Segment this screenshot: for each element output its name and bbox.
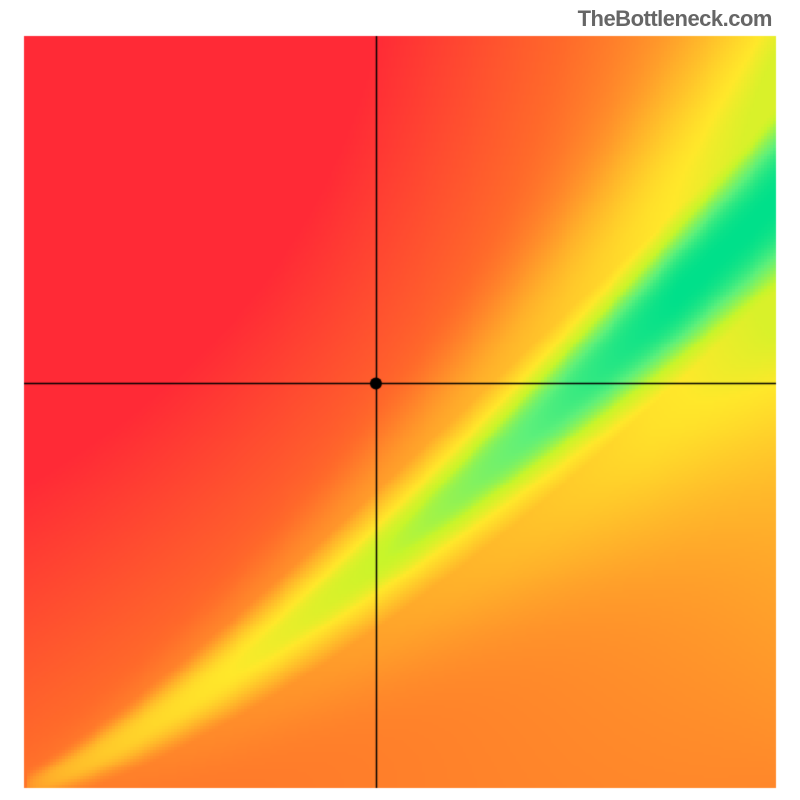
chart-container: TheBottleneck.com — [0, 0, 800, 800]
watermark-text: TheBottleneck.com — [578, 6, 772, 32]
heatmap-canvas — [0, 0, 800, 800]
